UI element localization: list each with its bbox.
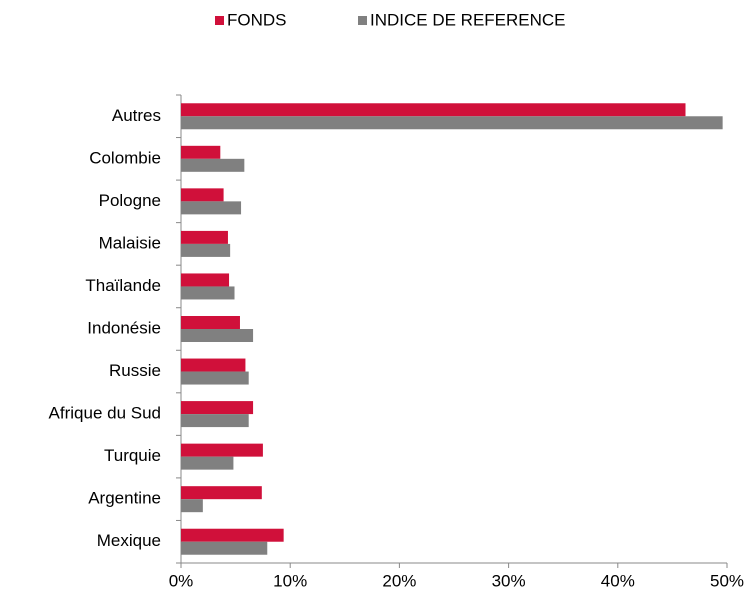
bar — [181, 401, 254, 415]
bar — [181, 316, 240, 329]
x-tick-label: 50% — [710, 571, 744, 590]
bar — [181, 158, 245, 172]
bar — [181, 286, 235, 300]
bar — [181, 116, 723, 130]
bar — [181, 414, 249, 428]
x-tick-label: 20% — [382, 571, 416, 590]
bar — [181, 201, 242, 215]
bar — [181, 188, 224, 202]
y-tick-label: Pologne — [99, 191, 161, 210]
y-tick-label: Colombie — [89, 148, 161, 167]
y-tick-label: Russie — [109, 361, 161, 380]
y-tick-label: Malaisie — [99, 233, 161, 252]
bar — [181, 103, 686, 117]
y-tick-label: Argentine — [88, 489, 161, 508]
x-tick-label: 10% — [273, 571, 307, 590]
bar — [181, 243, 231, 257]
x-tick-label: 30% — [492, 571, 526, 590]
x-tick-label: 0% — [169, 571, 194, 590]
x-tick-label: 40% — [601, 571, 635, 590]
y-tick-label: Afrique du Sud — [49, 404, 161, 423]
bar — [181, 145, 221, 159]
bar — [181, 443, 263, 457]
bar — [181, 358, 246, 372]
bar — [181, 371, 249, 385]
y-tick-label: Thaïlande — [85, 276, 161, 295]
bar — [181, 230, 228, 244]
legend-label: INDICE DE REFERENCE — [370, 10, 566, 29]
bar — [181, 273, 230, 287]
y-tick-label: Turquie — [104, 446, 161, 465]
bar — [181, 541, 268, 555]
y-tick-label: Mexique — [97, 531, 161, 550]
legend-swatch — [358, 16, 367, 25]
bar — [181, 528, 284, 542]
y-tick-label: Autres — [112, 106, 161, 125]
bar — [181, 499, 203, 513]
bar — [181, 456, 234, 470]
bar — [181, 329, 254, 342]
legend-label: FONDS — [227, 10, 287, 29]
legend-swatch — [215, 16, 224, 25]
y-tick-label: Indonésie — [87, 318, 161, 337]
bar — [181, 486, 262, 500]
